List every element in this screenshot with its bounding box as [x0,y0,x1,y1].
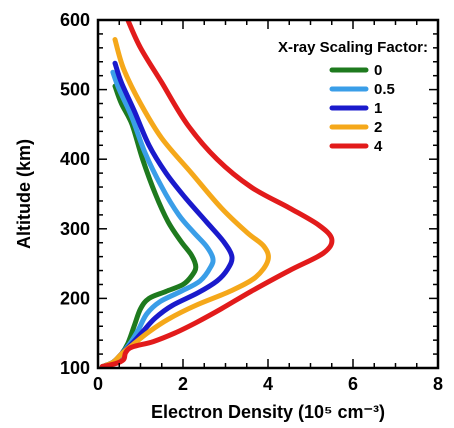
y-axis-title: Altitude (km) [14,139,34,249]
legend-title: X-ray Scaling Factor: [278,39,428,56]
x-tick-label: 8 [433,374,443,394]
legend: X-ray Scaling Factor: 0 0.5 1 2 4 [278,39,428,155]
y-tick-label: 100 [60,358,90,378]
legend-label: 2 [374,119,382,136]
legend-label: 4 [374,138,383,155]
plot-lines [99,20,335,368]
y-tick-label: 600 [60,10,90,30]
x-tick-label: 0 [93,374,103,394]
x-tick-label: 4 [263,374,273,394]
y-tick-label: 200 [60,288,90,308]
y-tick-label: 400 [60,149,90,169]
x-tick-label: 6 [348,374,358,394]
y-tick-label: 500 [60,80,90,100]
legend-label: 0 [374,62,382,79]
legend-label: 0.5 [374,81,395,98]
tick-labels: 0 2 4 6 8 100 200 300 400 500 600 [60,10,443,394]
legend-label: 1 [374,100,382,117]
x-axis-title: Electron Density (10⁵ cm⁻³) [151,402,385,422]
x-tick-label: 2 [178,374,188,394]
y-tick-label: 300 [60,219,90,239]
series-line-4 [99,20,335,368]
ticks [97,19,439,369]
legend-items: 0 0.5 1 2 4 [329,62,395,155]
